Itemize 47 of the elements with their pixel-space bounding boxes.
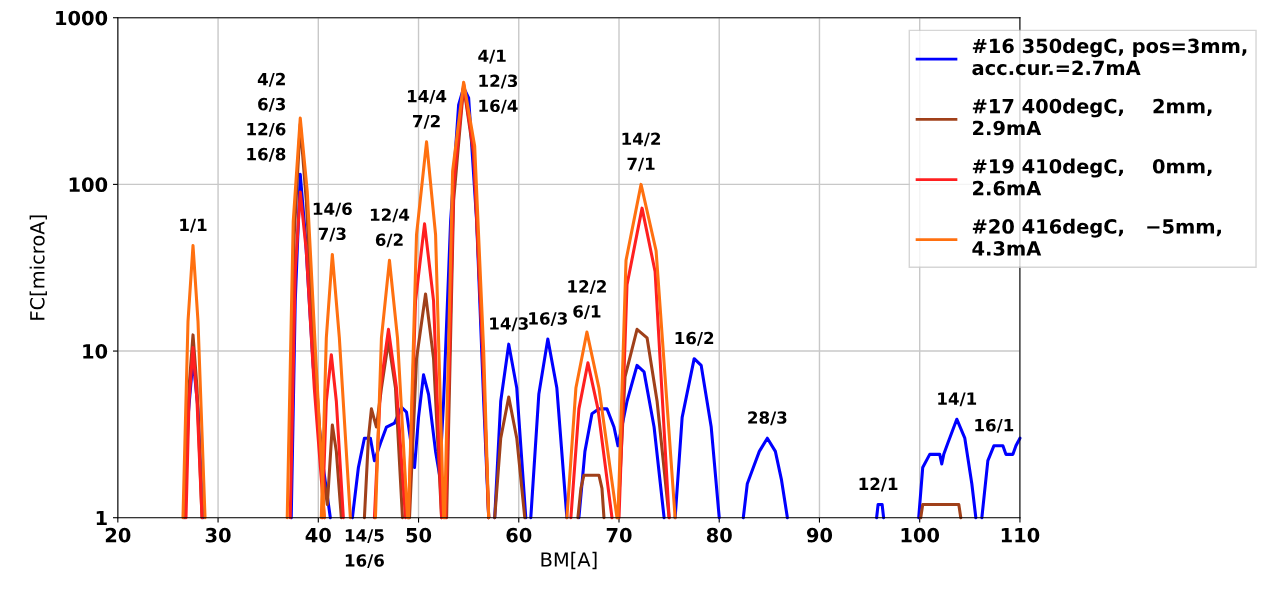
y-axis-title: FC[microA] bbox=[29, 215, 47, 320]
y-tick-label: 1 bbox=[96, 510, 107, 526]
annotation: 1/1 bbox=[180, 218, 207, 233]
annotation: 6/1 bbox=[573, 305, 601, 320]
annotation: 12/4 bbox=[370, 208, 410, 223]
annotation: 14/2 bbox=[622, 132, 661, 147]
y-tick-label: 100 bbox=[69, 177, 108, 193]
annotation: 7/3 bbox=[318, 227, 346, 242]
legend-label: #17 400degC, 2mm, 2.9mA bbox=[972, 98, 1212, 136]
annotation: 16/4 bbox=[479, 99, 518, 114]
x-tick-label: 80 bbox=[706, 527, 732, 543]
annotation: 16/8 bbox=[247, 147, 286, 162]
legend-label: #16 350degC, pos=3mm, acc.cur.=2.7mA bbox=[972, 38, 1247, 76]
annotation: 4/1 bbox=[478, 49, 506, 64]
legend-label: #19 410degC, 0mm, 2.6mA bbox=[972, 158, 1212, 196]
x-tick-label: 60 bbox=[506, 527, 532, 543]
annotation: 7/1 bbox=[627, 157, 655, 172]
x-tick-label: 90 bbox=[806, 527, 833, 543]
annotation: 12/1 bbox=[859, 477, 898, 492]
x-tick-label: 40 bbox=[305, 527, 331, 543]
annotation: 12/2 bbox=[568, 280, 606, 295]
x-tick-label: 110 bbox=[1001, 527, 1040, 543]
x-tick-label: 50 bbox=[406, 527, 432, 543]
annotation: 14/3 bbox=[490, 317, 528, 332]
annotation: 6/2 bbox=[375, 233, 403, 248]
annotation: 28/3 bbox=[748, 411, 787, 426]
annotation: 14/1 bbox=[938, 392, 977, 407]
annotation: 4/2 bbox=[257, 72, 285, 87]
x-tick-label: 30 bbox=[205, 527, 231, 543]
y-tick-label: 1000 bbox=[56, 10, 108, 26]
annotation: 14/4 bbox=[407, 90, 447, 104]
annotation: 12/6 bbox=[247, 122, 286, 137]
annotation: 16/2 bbox=[675, 331, 714, 346]
annotation: 14/5 bbox=[345, 529, 384, 544]
annotation: 14/6 bbox=[313, 202, 352, 217]
annotation: 16/6 bbox=[345, 554, 384, 569]
x-tick-label: 100 bbox=[901, 527, 940, 543]
x-axis-title: BM[A] bbox=[541, 551, 597, 570]
x-tick-label: 20 bbox=[105, 527, 131, 543]
x-tick-label: 70 bbox=[606, 527, 632, 543]
annotation: 7/2 bbox=[413, 114, 440, 129]
annotation: 16/3 bbox=[529, 312, 567, 327]
annotation: 16/1 bbox=[975, 418, 1014, 433]
annotation: 12/3 bbox=[479, 74, 518, 89]
legend-label: #20 416degC, −5mm, 4.3mA bbox=[972, 218, 1221, 256]
annotation: 6/3 bbox=[258, 97, 286, 112]
y-tick-label: 10 bbox=[83, 344, 108, 359]
